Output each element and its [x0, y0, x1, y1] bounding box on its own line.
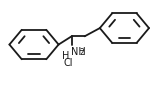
Text: NH: NH	[71, 47, 86, 57]
Text: H: H	[62, 51, 69, 61]
Text: Cl: Cl	[64, 58, 73, 68]
Text: 2: 2	[80, 48, 85, 57]
